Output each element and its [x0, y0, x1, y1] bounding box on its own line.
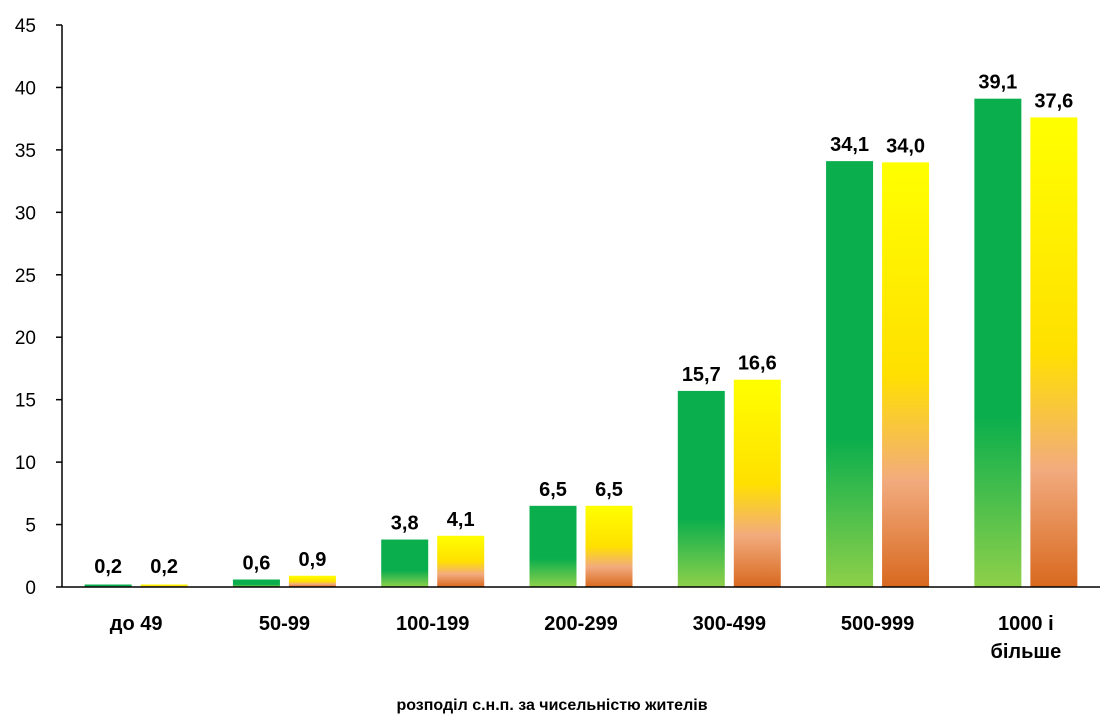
y-tick-label: 20: [15, 328, 36, 349]
x-axis-title: розподіл с.н.п. за чисельністю жителів: [396, 697, 708, 714]
data-label: 34,0: [886, 135, 925, 157]
y-tick-label: 30: [15, 203, 36, 224]
data-label: 15,7: [682, 364, 721, 386]
data-label: 3,8: [391, 513, 419, 535]
x-tick-label: 1000 і більше: [991, 613, 1062, 663]
bar: [381, 539, 429, 587]
data-label: 16,6: [738, 353, 777, 375]
bar: [677, 390, 725, 587]
bar: [1030, 117, 1078, 587]
y-tick-label: 35: [15, 141, 36, 162]
bar: [733, 379, 781, 587]
y-tick-label: 10: [15, 453, 36, 474]
bar: [84, 584, 132, 587]
bar: [140, 584, 188, 587]
bar: [585, 505, 633, 587]
bars: [84, 98, 1078, 587]
y-tick-label: 40: [15, 78, 36, 99]
y-tick-label: 0: [25, 578, 36, 599]
y-tick-label: 25: [15, 266, 36, 287]
data-label: 0,2: [94, 556, 122, 578]
data-label: 0,6: [243, 553, 271, 575]
bar: [232, 579, 280, 587]
data-label: 0,9: [299, 549, 327, 571]
y-axis: 0 5 10 15 20 25 30 35 40 45: [15, 16, 63, 599]
x-axis: до 49 50-99 100-199 200-299 300-499 500-999 10…: [62, 586, 1100, 663]
bar: [974, 98, 1022, 587]
data-labels: 0,2 0,2 0,6 0,9 3,8 4,1 6,5 6,5 15,7 16,6 34,1 34,0…: [94, 72, 1073, 578]
data-label: 6,5: [595, 479, 623, 501]
y-tick-label: 5: [25, 516, 36, 537]
data-label: 4,1: [447, 509, 475, 531]
x-tick-label: 200-299: [544, 613, 617, 635]
data-label: 34,1: [830, 134, 869, 156]
y-tick-label: 15: [15, 391, 36, 412]
bar: [437, 535, 485, 587]
bar: [826, 161, 874, 587]
data-label: 37,6: [1034, 90, 1073, 112]
bar: [882, 162, 930, 587]
y-tick-label: 45: [15, 16, 36, 37]
x-tick-label: 50-99: [259, 613, 310, 635]
bar: [529, 505, 577, 587]
bar: [288, 575, 336, 587]
x-tick-label: 500-999: [841, 613, 914, 635]
data-label: 6,5: [539, 479, 567, 501]
x-tick-label: до 49: [110, 613, 163, 635]
x-tick-label: 100-199: [396, 613, 469, 635]
data-label: 0,2: [150, 556, 178, 578]
x-tick-label: 300-499: [693, 613, 766, 635]
data-label: 39,1: [978, 72, 1017, 94]
